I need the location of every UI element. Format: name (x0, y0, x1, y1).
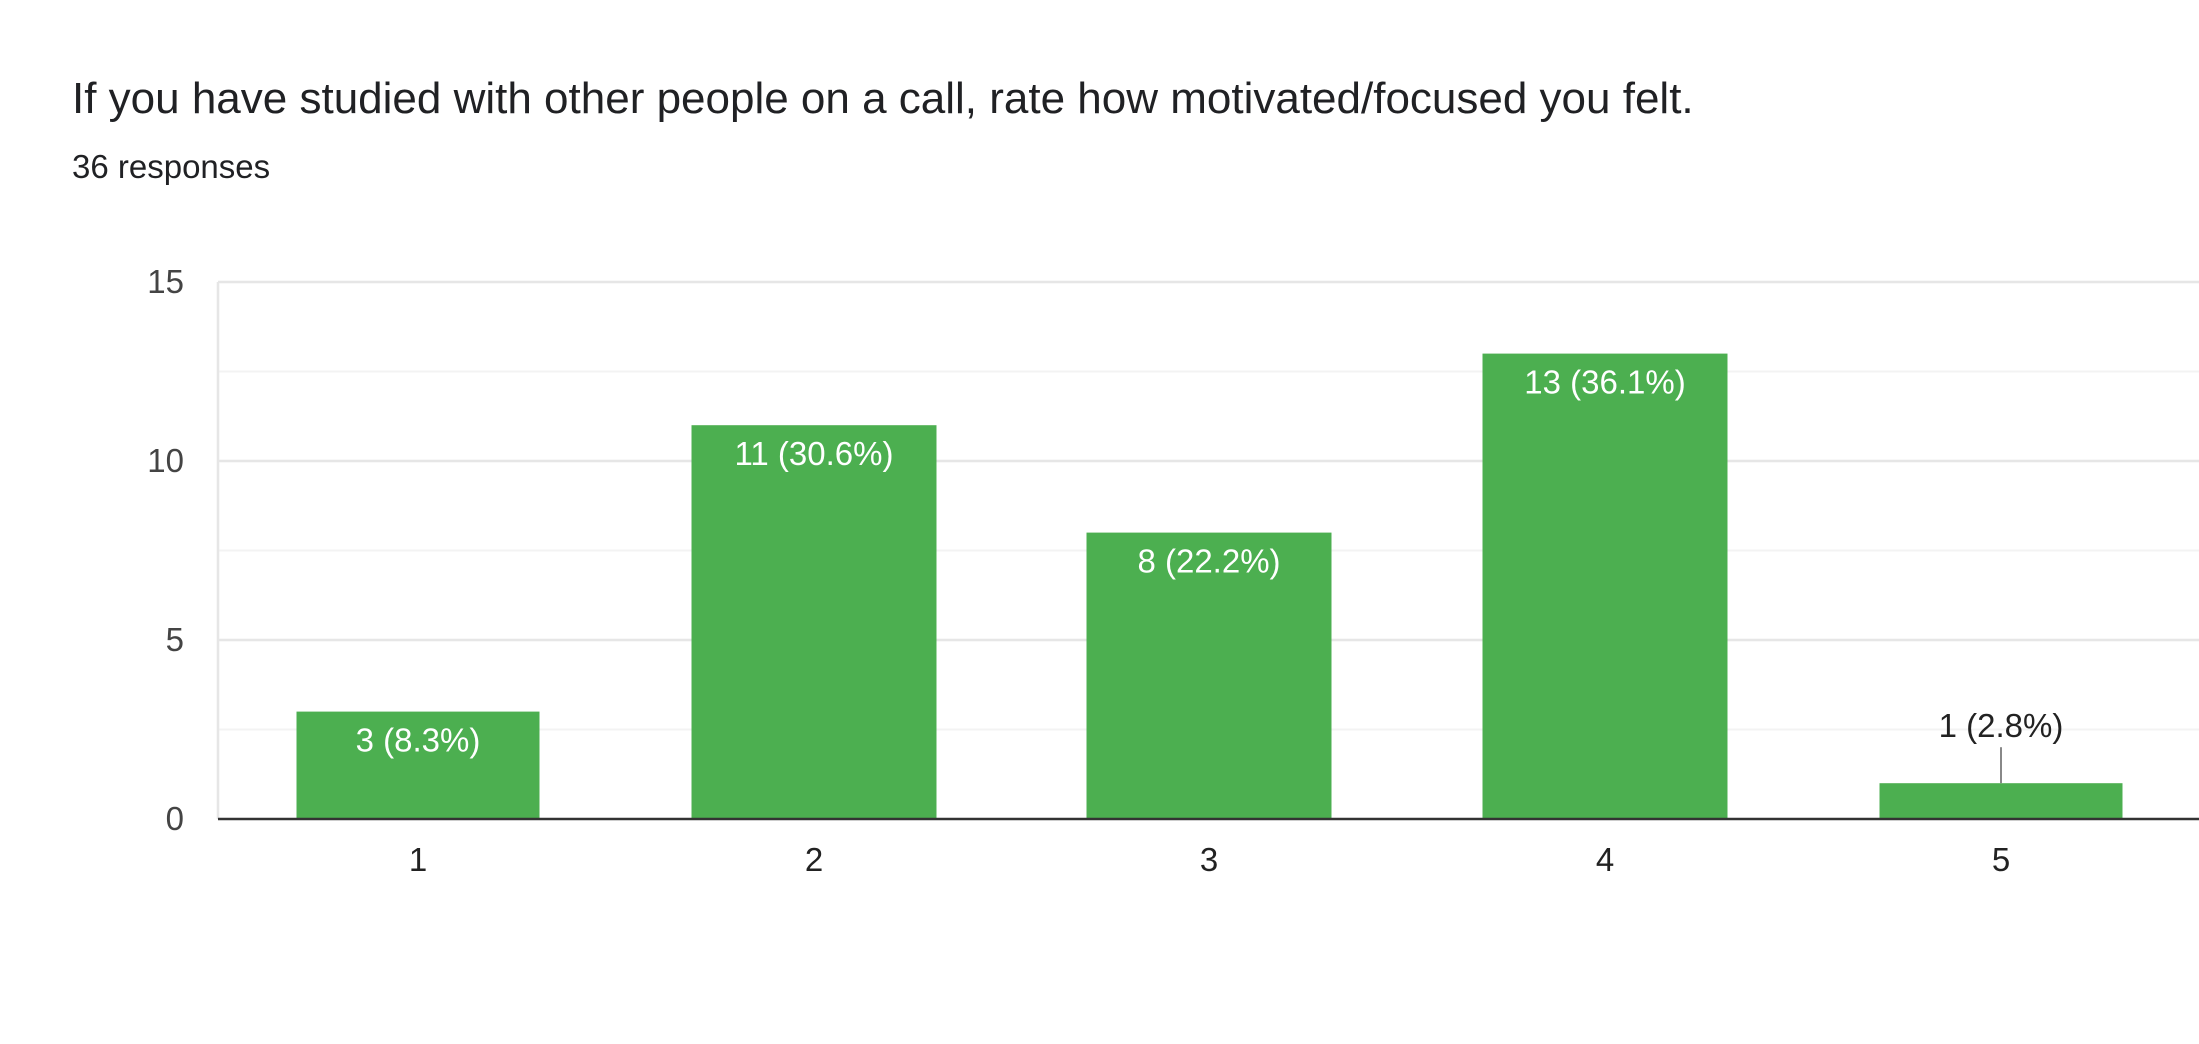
x-tick-label: 2 (805, 841, 823, 878)
data-label: 11 (30.6%) (735, 435, 894, 472)
y-axis-ticks: 0 5 10 15 (147, 263, 184, 837)
x-tick-label: 1 (409, 841, 427, 878)
bar-1 (296, 711, 540, 819)
y-tick-label: 10 (147, 442, 184, 479)
data-labels: 3 (8.3%) 11 (30.6%) 8 (22.2%) 13 (36.1%) 1 (… (356, 364, 2064, 784)
data-label: 1 (2.8%) (1939, 707, 2064, 744)
bar-5 (1879, 783, 2123, 819)
x-tick-label: 4 (1596, 841, 1614, 878)
bar-4 (1482, 353, 1728, 819)
x-axis-labels: 1 2 3 4 5 (409, 841, 2010, 878)
data-label: 3 (8.3%) (356, 722, 481, 759)
bar-2 (691, 425, 937, 819)
chart-title: If you have studied with other people on… (72, 74, 1694, 123)
y-tick-label: 15 (147, 263, 184, 300)
axes (216, 282, 2199, 821)
x-tick-label: 5 (1992, 841, 2010, 878)
x-tick-label: 3 (1200, 841, 1218, 878)
y-tick-label: 5 (166, 621, 184, 658)
response-count: 36 responses (72, 148, 271, 185)
data-label: 13 (36.1%) (1524, 364, 1685, 401)
bars (296, 353, 2123, 819)
y-tick-label: 0 (166, 800, 184, 837)
bar-3 (1086, 532, 1332, 819)
data-label: 8 (22.2%) (1137, 543, 1280, 580)
